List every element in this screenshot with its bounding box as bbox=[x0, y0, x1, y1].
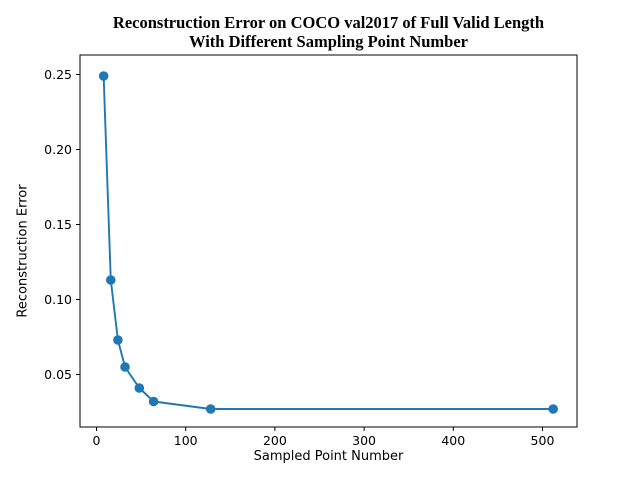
x-tick-label: 200 bbox=[263, 433, 287, 448]
data-point bbox=[120, 362, 130, 372]
x-tick-label: 500 bbox=[531, 433, 555, 448]
y-tick-label: 0.05 bbox=[44, 367, 72, 382]
x-tick-label: 0 bbox=[93, 433, 101, 448]
axes-frame bbox=[79, 54, 578, 428]
data-point bbox=[98, 71, 109, 81]
y-tick-label: 0.10 bbox=[44, 292, 72, 307]
data-point bbox=[548, 404, 558, 414]
y-axis-label: Reconstruction Error bbox=[15, 184, 31, 318]
x-tick-label: 300 bbox=[352, 433, 376, 448]
data-point bbox=[113, 335, 123, 345]
x-tick-label: 400 bbox=[441, 433, 465, 448]
y-tick-label: 0.20 bbox=[44, 142, 72, 157]
chart-title-line2: With Different Sampling Point Number bbox=[189, 31, 468, 51]
y-tick-label: 0.15 bbox=[44, 217, 72, 232]
data-line bbox=[102, 75, 554, 410]
x-tick-label: 100 bbox=[174, 433, 198, 448]
data-point bbox=[148, 396, 159, 407]
data-point bbox=[205, 404, 216, 414]
x-axis-label: Sampled Point Number bbox=[253, 449, 404, 464]
data-point bbox=[134, 383, 145, 393]
data-point bbox=[105, 275, 116, 285]
chart-title: Reconstruction Error on COCO val2017 of … bbox=[80, 13, 577, 51]
chart-title-line1: Reconstruction Error on COCO val2017 of … bbox=[112, 13, 545, 32]
y-tick-label: 0.25 bbox=[44, 67, 72, 82]
